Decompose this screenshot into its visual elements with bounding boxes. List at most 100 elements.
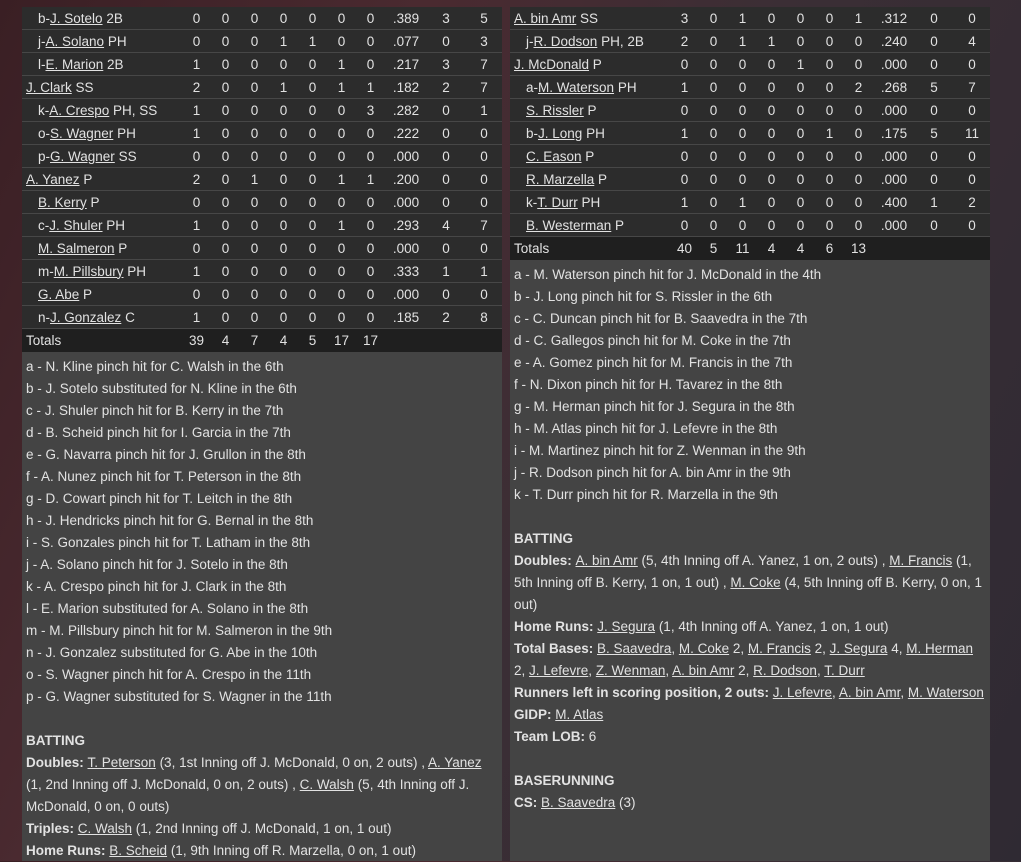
player-link[interactable]: B. Saavedra [541,795,616,810]
stat-cell: 4 [442,217,450,233]
stat-label: Runners left in scoring position, 2 outs… [514,685,773,700]
sub-letter: a- [526,79,539,95]
player-link[interactable]: M. Pillsbury [53,263,124,279]
stat-detail: 2, [514,663,530,678]
stat-cell: 0 [250,286,259,302]
stat-cell: 0 [796,171,805,187]
player-link[interactable]: M. Coke [730,575,781,590]
player-link[interactable]: J. Segura [829,641,888,656]
player-link[interactable]: J. Shuler [49,217,103,233]
player-link[interactable]: Z. Wenman [595,663,666,678]
player-link[interactable]: R. Dodson [533,33,598,49]
table-row: A. Yanez P 2 0 1 0 0 1 1 .200 0 0 [22,168,502,191]
player-link[interactable]: R. Dodson [753,663,817,678]
player-link[interactable]: J. Lefevre [529,663,589,678]
player-link[interactable]: A. bin Amr [838,685,901,700]
player-link[interactable]: G. Wagner [50,148,115,164]
stat-cell: 0 [337,33,346,49]
position: P [90,194,100,210]
player-link[interactable]: J. Segura [597,619,656,634]
player-link[interactable]: B. Scheid [109,843,168,858]
player-link[interactable]: J. McDonald [514,56,590,72]
batting-table: A. bin Amr SS 3 0 1 0 0 0 1.312 0 0 j-R. Dodson PH… [510,7,990,260]
player-cell: B. Westerman P [510,218,670,233]
stat-cell: 0 [796,33,805,49]
player-link[interactable]: A. Yanez [26,171,80,187]
player-link[interactable]: A. Crespo [49,102,110,118]
stat-detail: 2, [734,663,754,678]
player-link[interactable]: B. Saavedra [597,641,672,656]
player-link[interactable]: M. Herman [906,641,973,656]
player-link[interactable]: J. Lefevre [772,685,833,700]
player-link[interactable]: A. bin Amr [672,663,735,678]
stat-cell: 2 [192,171,201,187]
player-link[interactable]: R. Marzella [526,171,595,187]
player-link[interactable]: M. Waterson [538,79,615,95]
stat-cell: 0 [250,309,259,325]
stat-cell: 0 [308,217,317,233]
stat-cell: 2 [192,79,201,95]
stat-cell: 0 [854,171,863,187]
stat-cell: 0 [709,10,718,26]
player-link[interactable]: J. Gonzalez [50,309,122,325]
player-link[interactable]: M. Atlas [555,707,604,722]
stat-cell: 0 [854,102,863,118]
player-link[interactable]: T. Durr [824,663,865,678]
stat-label: Home Runs: [514,619,598,634]
stat-cell: 0 [279,217,288,233]
player-link[interactable]: J. Clark [26,79,72,95]
table-row: C. Eason P 0 0 0 0 0 0 0 .000 0 0 [510,145,990,168]
table-row: B. Westerman P 0 0 0 0 0 0 0 .000 0 0 [510,214,990,237]
stat-label: Doubles: [514,553,576,568]
player-link[interactable]: J. Long [538,125,583,141]
player-link[interactable]: B. Kerry [38,194,87,210]
stat-label: Triples: [26,821,78,836]
stat-cell: 0 [854,125,863,141]
position: PH [117,125,136,141]
player-link[interactable]: A. Yanez [427,755,482,770]
stat-cell: 0 [308,194,317,210]
stat-detail: , [816,663,825,678]
stat-cell: 0 [680,102,689,118]
stat-cell: 0 [366,309,375,325]
player-link[interactable]: M. Waterson [907,685,984,700]
player-link[interactable]: C. Eason [526,148,582,164]
stat-cell: 0 [680,171,689,187]
player-cell: l-E. Marion 2B [22,57,182,72]
stat-cell: 0 [796,125,805,141]
stat-cell: .282 [392,102,420,118]
player-link[interactable]: G. Abe [38,286,80,302]
player-link[interactable]: J. Sotelo [50,10,103,26]
player-link[interactable]: A. bin Amr [514,10,577,26]
player-link[interactable]: A. Solano [45,33,105,49]
player-link[interactable]: C. Walsh [299,777,354,792]
player-link[interactable]: T. Durr [537,194,578,210]
stat-cell: .312 [880,10,908,26]
player-link[interactable]: M. Salmeron [38,240,115,256]
player-link[interactable]: E. Marion [45,56,104,72]
stat-detail: (1, 2nd Inning off J. McDonald, 1 on, 1 … [132,821,392,836]
stat-cell: 0 [250,79,259,95]
player-cell: A. Yanez P [22,172,182,187]
stat-cell: 0 [680,148,689,164]
stat-cell: 1 [442,263,450,279]
player-link[interactable]: B. Westerman [526,217,612,233]
stat-detail: , [671,641,679,656]
stat-detail: , [832,685,839,700]
player-link[interactable]: S. Wagner [50,125,114,141]
player-link[interactable]: M. Coke [678,641,730,656]
player-link[interactable]: T. Peterson [87,755,156,770]
total-cell: 4 [767,241,776,256]
player-link[interactable]: C. Walsh [77,821,133,836]
stat-cell: 7 [480,217,488,233]
substitution-note: f - A. Nunez pinch hit for T. Peterson i… [26,469,302,484]
stat-cell: .185 [392,309,420,325]
stat-cell: 0 [250,125,259,141]
player-link[interactable]: M. Francis [747,641,811,656]
stat-detail: (5, 4th Inning off A. Yanez, 1 on, 2 out… [637,553,890,568]
player-link[interactable]: A. bin Amr [575,553,638,568]
player-link[interactable]: S. Rissler [526,102,584,118]
player-link[interactable]: M. Francis [889,553,953,568]
table-row: j-A. Solano PH 0 0 0 1 1 0 0 .077 0 3 [22,30,502,53]
sub-letter: k- [38,102,50,118]
